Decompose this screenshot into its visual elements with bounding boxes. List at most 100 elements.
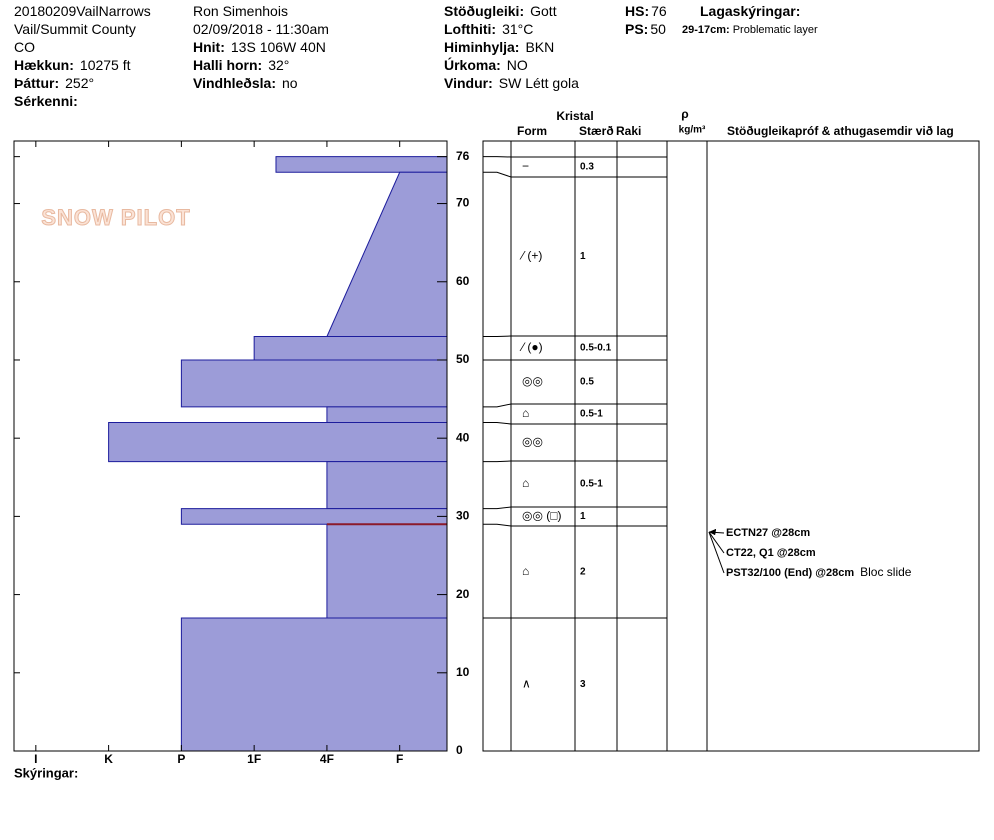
header-value: NO [507, 57, 528, 73]
header-label: HS: [625, 3, 649, 19]
table-header: Stærð [579, 124, 614, 138]
header-line: Lagaskýringar: [700, 3, 800, 19]
header-label: Hækkun: [14, 57, 74, 73]
stability-test: PST32/100 (End) @28cm Bloc slide [726, 565, 912, 579]
test-arrow [708, 531, 725, 574]
layer-connector [483, 422, 512, 425]
header-value: BKN [525, 39, 554, 55]
crystal-form: ◎◎ [522, 374, 543, 388]
header-value: 13S 106W 40N [231, 39, 326, 55]
header-label: Lagaskýringar: [700, 3, 800, 19]
layer-connector [483, 335, 512, 338]
header-label: Himinhylja: [444, 39, 519, 55]
layer-connector [483, 171, 512, 178]
header-label: Þáttur: [14, 75, 59, 91]
y-tick-label: 0 [456, 743, 463, 757]
table-header: kg/m³ [679, 125, 706, 136]
header-line: Vail/Summit County [14, 21, 136, 37]
crystal-form: ⌂ [522, 476, 529, 490]
header-value: 32° [268, 57, 289, 73]
layer-connector [483, 403, 512, 408]
test-arrow-head [709, 529, 716, 536]
hardness-layer [326, 406, 448, 424]
header-value: Gott [530, 3, 557, 19]
header-line: Sérkenni: [14, 93, 78, 109]
crystal-form: − [522, 159, 529, 173]
header-value: 252° [65, 75, 94, 91]
header-line: 02/09/2018 - 11:30am [193, 21, 329, 37]
header-line: Halli horn: 32° [193, 57, 289, 73]
header-line: Hnit: 13S 106W 40N [193, 39, 326, 55]
hardness-layer [326, 171, 448, 338]
header-value: CO [14, 39, 35, 55]
header-line: HS: 76 [625, 3, 667, 19]
crystal-form: ⌂ [522, 564, 529, 578]
y-tick-label: 60 [456, 274, 470, 288]
table-header: ρ [681, 107, 688, 121]
crystal-size: 2 [580, 567, 586, 578]
crystal-form: ∧ [522, 677, 531, 691]
crystal-size: 0.5 [580, 377, 594, 388]
crystal-size: 3 [580, 679, 586, 690]
table-header: Form [517, 124, 547, 138]
x-tick-label: P [177, 752, 185, 766]
header-label: 29-17cm: [682, 24, 730, 36]
y-tick-label: 76 [456, 149, 470, 163]
header-value: 10275 ft [80, 57, 131, 73]
header-value: Vail/Summit County [14, 21, 136, 37]
layer-connector [483, 460, 512, 463]
hardness-layer [326, 461, 448, 510]
table-header: Raki [616, 124, 641, 138]
header-line: Lofthiti: 31°C [444, 21, 533, 37]
header-value: SW Létt gola [499, 75, 579, 91]
hardness-layer [180, 617, 448, 752]
crystal-size: 1 [580, 511, 586, 522]
header-label: Stöðugleiki: [444, 3, 524, 19]
layer-connector [483, 523, 512, 527]
header-line: Vindhleðsla: no [193, 75, 298, 91]
header-line: Úrkoma: NO [444, 56, 528, 73]
x-tick-label: K [104, 752, 113, 766]
test-label: PST32/100 (End) @28cm [726, 567, 854, 579]
y-tick-label: 30 [456, 509, 470, 523]
crystal-size: 1 [580, 251, 586, 262]
crystal-form: ⁄ (●) [519, 340, 543, 354]
header-line: Vindur: SW Létt gola [444, 75, 579, 91]
header-line: 29-17cm: Problematic layer [682, 24, 818, 36]
header-value: Problematic layer [733, 24, 818, 36]
header-value: no [282, 75, 298, 91]
y-tick-label: 10 [456, 665, 470, 679]
x-tick-label: I [34, 752, 37, 766]
header-label: Úrkoma: [444, 56, 501, 73]
y-tick-label: 40 [456, 430, 470, 444]
header-line: Þáttur: 252° [14, 75, 94, 91]
hardness-layer [326, 523, 448, 619]
header-label: Sérkenni: [14, 93, 78, 109]
y-tick-label: 20 [456, 587, 470, 601]
y-tick-label: 70 [456, 196, 470, 210]
header-label: Halli horn: [193, 57, 262, 73]
hardness-layer [180, 359, 448, 408]
stability-test: ECTN27 @28cm [726, 527, 810, 539]
header-line: 20180209VailNarrows [14, 3, 151, 19]
crystal-size: 0.3 [580, 162, 594, 173]
crystal-size: 0.5-0.1 [580, 343, 612, 354]
crystal-size: 0.5-1 [580, 409, 603, 420]
test-label: ECTN27 @28cm [726, 527, 810, 539]
table-header: Kristal [556, 109, 593, 123]
stability-test: CT22, Q1 @28cm [726, 547, 816, 559]
header-label: Lofthiti: [444, 21, 496, 37]
header-label: PS: [625, 21, 648, 37]
header-value: 31°C [502, 21, 533, 37]
header-line: Ron Simenhois [193, 3, 288, 19]
crystal-size: 0.5-1 [580, 479, 603, 490]
y-tick-label: 50 [456, 352, 470, 366]
header-line: Stöðugleiki: Gott [444, 3, 557, 19]
hardness-layer [253, 336, 448, 361]
hardness-layer [180, 508, 448, 525]
test-comment: Bloc slide [860, 565, 912, 579]
crystal-form: ⌂ [522, 406, 529, 420]
crystal-form: ⁄ (+) [519, 249, 542, 263]
header-label: Vindur: [444, 75, 493, 91]
